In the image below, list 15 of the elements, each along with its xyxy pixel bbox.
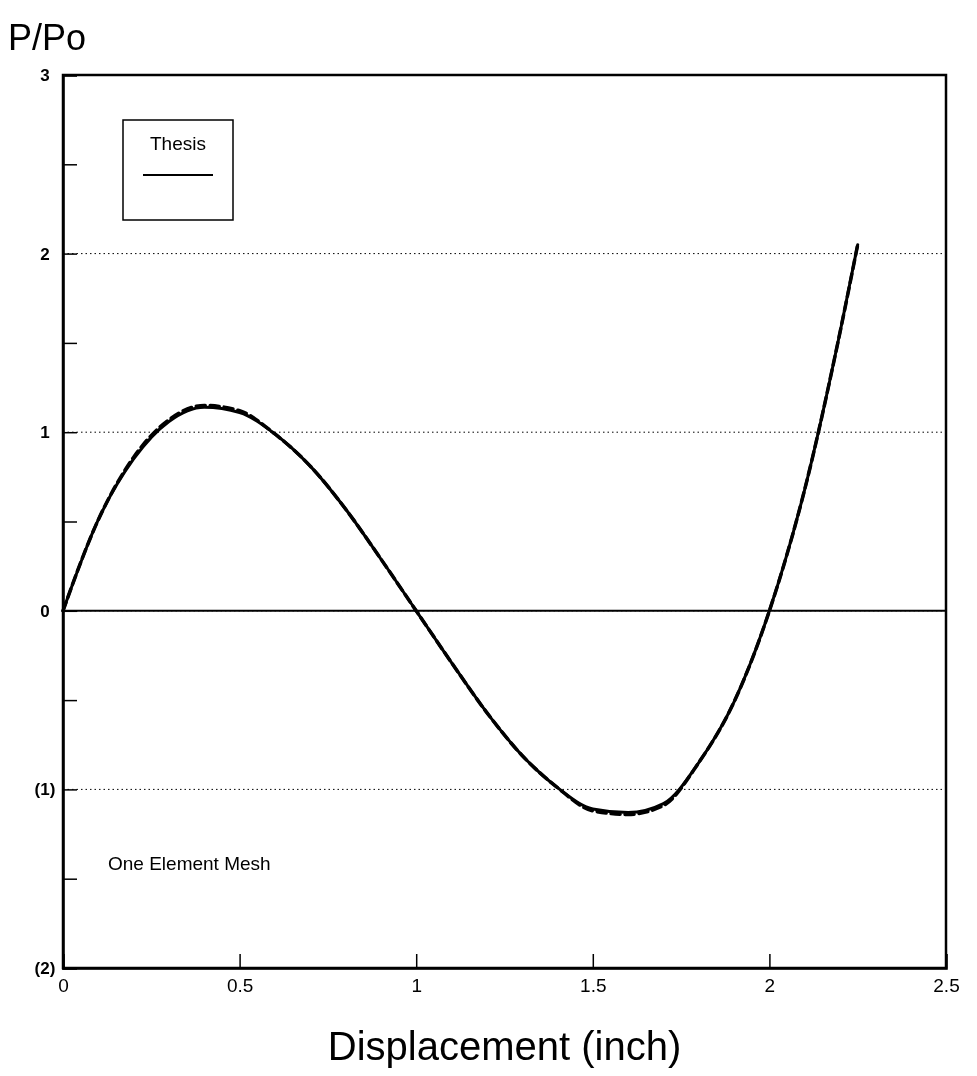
annotation: One Element Mesh bbox=[108, 852, 271, 874]
y-tick-label: 2 bbox=[40, 244, 50, 264]
y-tick-label: (2) bbox=[34, 958, 56, 978]
x-tick-label: 1.5 bbox=[580, 974, 607, 996]
x-tick-label: 2 bbox=[764, 974, 776, 996]
y-axis-title: P/Po bbox=[8, 17, 87, 58]
x-tick-label: 1 bbox=[411, 974, 422, 996]
x-tick-label: 0.5 bbox=[226, 974, 254, 996]
y-tick-label: 0 bbox=[40, 601, 50, 621]
x-axis-title: Displacement (inch) bbox=[327, 1024, 682, 1068]
text: Thesis bbox=[150, 133, 206, 154]
y-tick-label: 3 bbox=[40, 65, 50, 85]
y-tick-label: (1) bbox=[34, 780, 56, 800]
x-tick-label: 2.5 bbox=[933, 974, 960, 996]
y-tick-label: 1 bbox=[40, 423, 50, 443]
